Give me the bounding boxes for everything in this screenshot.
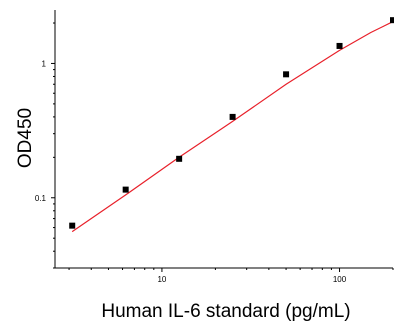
x-tick-label: 100 xyxy=(333,275,347,284)
data-point xyxy=(69,222,76,229)
fit-curve-layer xyxy=(71,21,394,233)
data-point xyxy=(176,155,183,162)
data-point xyxy=(390,17,394,24)
x-axis-title: Human IL-6 standard (pg/mL) xyxy=(101,301,350,322)
fit-curve xyxy=(71,21,394,233)
y-tick-label: 0.1 xyxy=(35,194,47,203)
data-point xyxy=(336,42,343,49)
axes: 10 100 0.1 1 xyxy=(35,10,394,284)
data-point xyxy=(122,186,129,193)
x-tick-label: 10 xyxy=(157,275,166,284)
y-tick-label: 1 xyxy=(42,59,47,68)
data-point xyxy=(229,113,236,120)
data-points-layer xyxy=(69,17,394,229)
data-point xyxy=(283,71,290,78)
y-axis-title: OD450 xyxy=(15,108,36,168)
